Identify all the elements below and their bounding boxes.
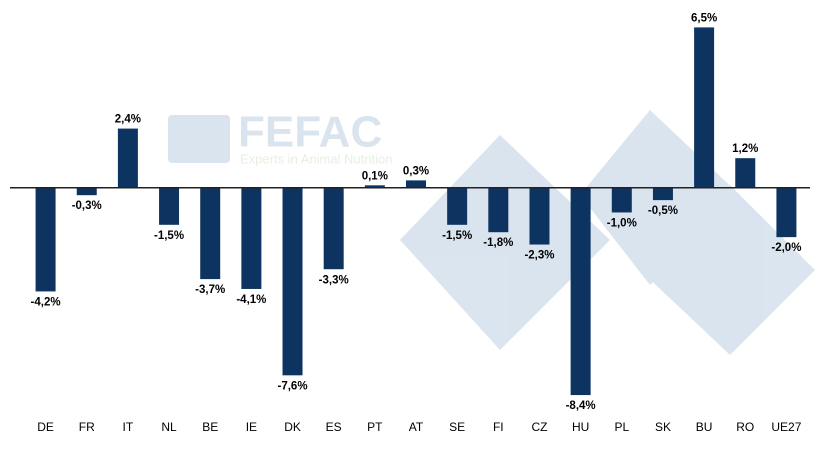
- watermark-subtitle: Experts in Animal Nutrition: [240, 151, 392, 166]
- value-label: -4,2%: [31, 296, 61, 308]
- value-label: -8,4%: [566, 400, 596, 412]
- value-label: 0,1%: [362, 170, 388, 182]
- value-label: -0,3%: [72, 200, 102, 212]
- watermark-diamond: [640, 185, 815, 355]
- bar: [652, 187, 673, 201]
- x-tick-label: IT: [123, 420, 134, 434]
- bar: [694, 27, 715, 188]
- bar: [323, 187, 344, 270]
- x-tick-label: HU: [572, 420, 589, 434]
- value-label: -3,3%: [319, 274, 349, 286]
- value-label: -1,0%: [607, 217, 637, 229]
- value-label: 6,5%: [691, 12, 717, 24]
- bar: [76, 187, 97, 196]
- x-tick-label: BU: [696, 420, 713, 434]
- value-label: 1,2%: [732, 143, 758, 155]
- x-tick-label: AT: [409, 420, 424, 434]
- bar: [200, 187, 221, 280]
- x-tick-label: SK: [655, 420, 671, 434]
- bar: [241, 187, 262, 289]
- x-tick-label: SE: [449, 420, 465, 434]
- bar: [35, 187, 56, 292]
- x-tick-label: ES: [326, 420, 342, 434]
- x-tick-label: CZ: [531, 420, 547, 434]
- bar: [159, 187, 180, 225]
- x-tick-label: UE27: [771, 420, 801, 434]
- bar: [488, 187, 509, 233]
- value-label: 2,4%: [115, 114, 141, 126]
- x-tick-label: NL: [161, 420, 177, 434]
- bar: [735, 158, 756, 188]
- bar: [570, 187, 591, 396]
- x-tick-label: PT: [367, 420, 383, 434]
- bar: [776, 187, 797, 238]
- x-tick-label: BE: [202, 420, 218, 434]
- bar: [364, 185, 385, 188]
- bar: [447, 187, 468, 225]
- value-label: -1,5%: [154, 230, 184, 242]
- value-label: -7,6%: [278, 380, 308, 392]
- x-tick-label: FR: [79, 420, 95, 434]
- value-label: -2,0%: [771, 242, 801, 254]
- watermark-title: FEFAC: [238, 108, 382, 157]
- bar: [282, 187, 303, 376]
- x-tick-label: RO: [736, 420, 754, 434]
- x-tick-label: DE: [37, 420, 54, 434]
- bar: [529, 187, 550, 245]
- value-label: -3,7%: [195, 284, 225, 296]
- watermark-logo: [168, 115, 230, 163]
- bar: [406, 180, 426, 188]
- bar: [117, 128, 138, 188]
- value-label: -4,1%: [236, 294, 266, 306]
- bar: [611, 187, 632, 213]
- value-label: -1,8%: [483, 237, 513, 249]
- x-tick-label: PL: [614, 420, 629, 434]
- x-tick-label: IE: [246, 420, 257, 434]
- value-label: -0,5%: [648, 205, 678, 217]
- value-label: -2,3%: [524, 250, 554, 262]
- value-label: 0,3%: [403, 165, 429, 177]
- x-tick-label: FI: [493, 420, 504, 434]
- x-tick-label: DK: [284, 420, 301, 434]
- value-label: -1,5%: [442, 230, 472, 242]
